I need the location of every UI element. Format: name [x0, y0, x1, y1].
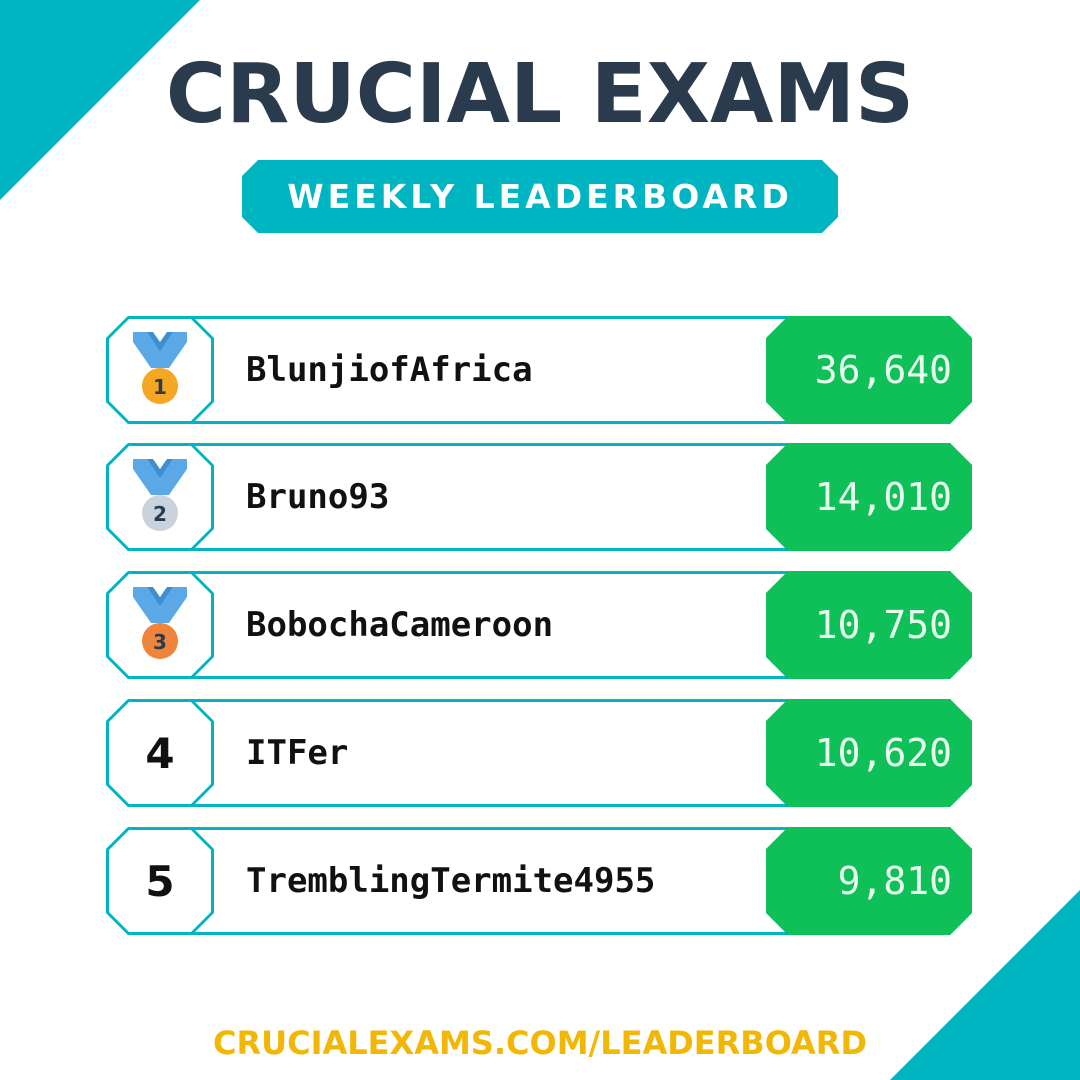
rank-number: 5	[145, 856, 175, 906]
player-name: BlunjiofAfrica	[246, 350, 533, 390]
rank-cell: 5	[106, 827, 214, 935]
footer-url[interactable]: CRUCIALEXAMS.COM/LEADERBOARD	[213, 1024, 867, 1062]
score-badge: 36,640	[766, 316, 972, 424]
score-value: 9,810	[837, 859, 952, 903]
corner-decoration-top-left	[0, 0, 200, 200]
subtitle-text: WEEKLY LEADERBOARD	[287, 177, 793, 216]
subtitle-banner: WEEKLY LEADERBOARD	[242, 160, 838, 233]
gold-medal-icon: 1	[125, 328, 195, 412]
rank-cell: 2	[106, 443, 214, 551]
score-badge: 10,750	[766, 571, 972, 679]
player-name: Bruno93	[246, 477, 390, 517]
rank-number: 4	[145, 728, 175, 778]
svg-text:3: 3	[153, 630, 167, 654]
player-name: TremblingTermite4955	[246, 861, 656, 901]
leaderboard-row-4: 4 ITFer 10,620	[106, 699, 972, 807]
leaderboard-row-3: 3 BobochaCameroon 10,750	[106, 571, 972, 679]
score-badge: 14,010	[766, 443, 972, 551]
score-badge: 9,810	[766, 827, 972, 935]
rank-cell: 1	[106, 316, 214, 424]
score-value: 36,640	[814, 348, 952, 392]
score-badge: 10,620	[766, 699, 972, 807]
leaderboard-row-2: 2 Bruno93 14,010	[106, 443, 972, 551]
silver-medal-icon: 2	[125, 455, 195, 539]
score-value: 14,010	[814, 475, 952, 519]
leaderboard-row-1: 1 BlunjiofAfrica 36,640	[106, 316, 972, 424]
rank-cell: 4	[106, 699, 214, 807]
player-name: BobochaCameroon	[246, 605, 554, 645]
svg-text:2: 2	[153, 502, 167, 526]
rank-cell: 3	[106, 571, 214, 679]
score-value: 10,750	[814, 603, 952, 647]
leaderboard-row-5: 5 TremblingTermite4955 9,810	[106, 827, 972, 935]
player-name: ITFer	[246, 733, 349, 773]
svg-text:1: 1	[153, 375, 167, 399]
score-value: 10,620	[814, 731, 952, 775]
brand-title: CRUCIAL EXAMS	[165, 47, 915, 142]
bronze-medal-icon: 3	[125, 583, 195, 667]
